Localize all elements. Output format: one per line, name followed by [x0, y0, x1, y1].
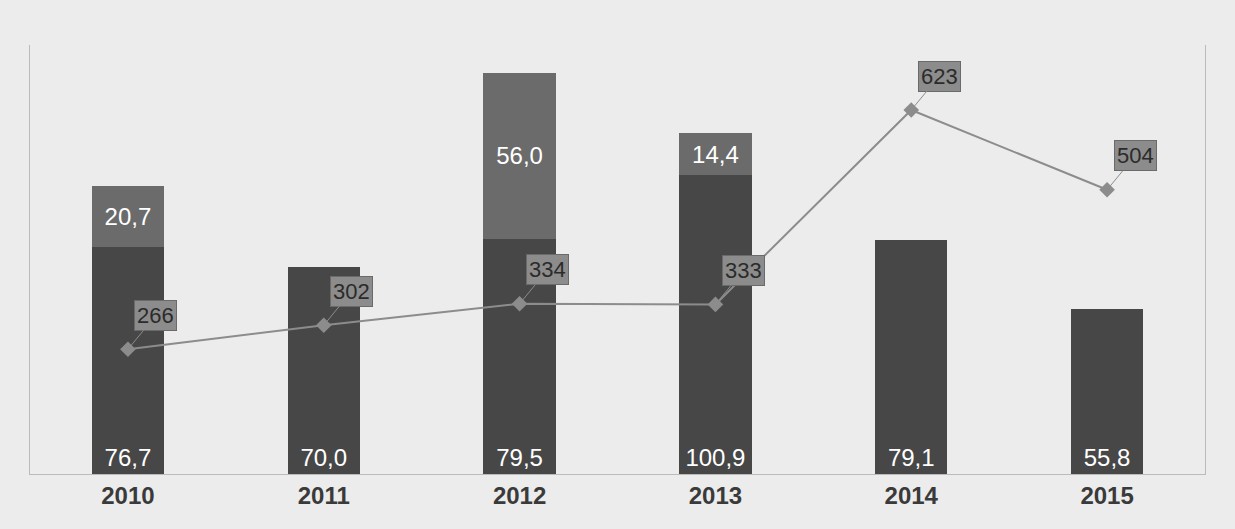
svg-text:2010: 2010 — [101, 482, 154, 509]
svg-text:2014: 2014 — [885, 482, 939, 509]
svg-text:20,7: 20,7 — [105, 203, 152, 230]
svg-text:76,7: 76,7 — [105, 444, 152, 471]
svg-text:100,9: 100,9 — [685, 444, 745, 471]
svg-text:79,1: 79,1 — [888, 444, 935, 471]
svg-text:2011: 2011 — [298, 482, 350, 509]
svg-text:266: 266 — [137, 303, 174, 328]
svg-text:2013: 2013 — [689, 482, 742, 509]
svg-text:2012: 2012 — [493, 482, 546, 509]
svg-text:302: 302 — [333, 279, 370, 304]
svg-text:14,4: 14,4 — [692, 141, 739, 168]
svg-text:79,5: 79,5 — [496, 444, 543, 471]
svg-text:333: 333 — [725, 258, 762, 283]
svg-text:334: 334 — [529, 257, 566, 282]
svg-text:623: 623 — [921, 64, 958, 89]
svg-text:56,0: 56,0 — [496, 142, 543, 169]
svg-text:70,0: 70,0 — [300, 444, 347, 471]
svg-text:2015: 2015 — [1080, 482, 1133, 509]
svg-text:504: 504 — [1117, 143, 1154, 168]
svg-text:55,8: 55,8 — [1084, 444, 1131, 471]
